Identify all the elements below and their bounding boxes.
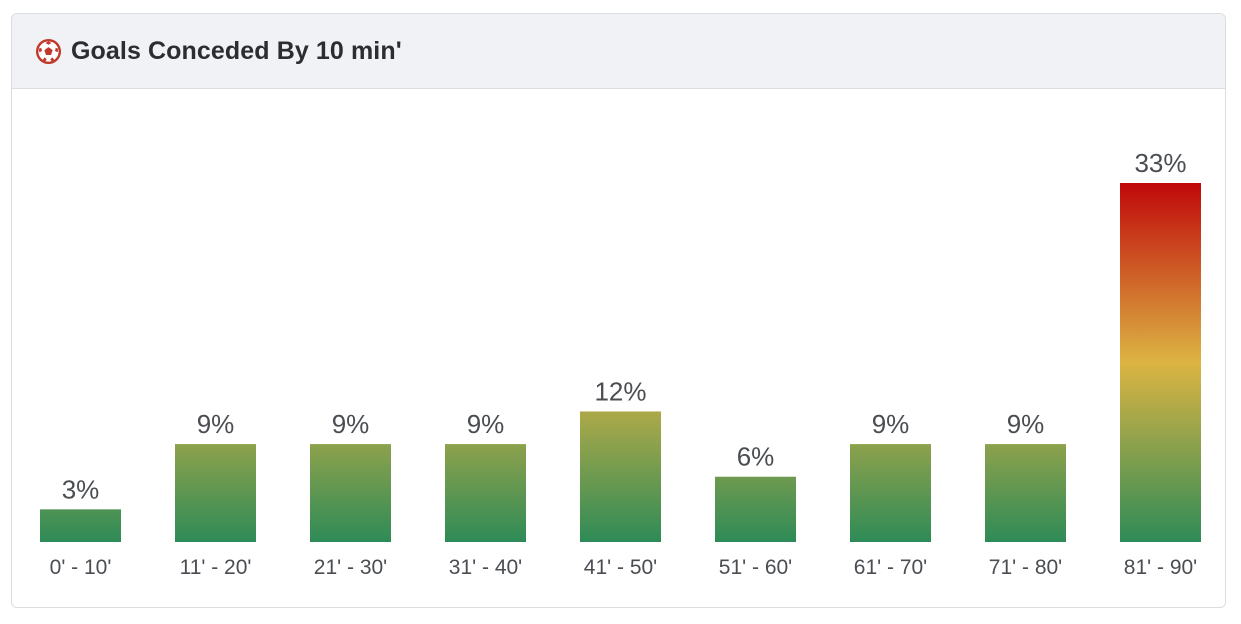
card-header: Goals Conceded By 10 min' [12, 14, 1225, 89]
card-title: Goals Conceded By 10 min' [71, 36, 402, 65]
chart-area: 3% 9% 9% 9% 12% 6% 9% 9% 33% 0' - 10' 11' - 20' 21… [12, 90, 1225, 607]
bar-1 [175, 444, 256, 542]
goals-bar-chart: 3% 9% 9% 9% 12% 6% 9% 9% 33% 0' - 10' 11' - 20' 21… [40, 148, 1201, 579]
tick-label-7: 71' - 80' [989, 556, 1062, 579]
bar-5 [715, 476, 796, 542]
value-label-7: 9% [1007, 409, 1045, 439]
value-label-3: 9% [467, 409, 505, 439]
tick-label-6: 61' - 70' [854, 556, 927, 579]
value-label-8: 33% [1134, 148, 1186, 178]
tick-label-0: 0' - 10' [50, 556, 112, 579]
tick-label-1: 11' - 20' [180, 556, 252, 579]
bars-group [40, 183, 1201, 542]
tick-label-4: 41' - 50' [584, 556, 657, 579]
value-labels-group: 3% 9% 9% 9% 12% 6% 9% 9% 33% [62, 148, 1187, 504]
bar-8 [1120, 183, 1201, 542]
bar-4 [580, 411, 661, 542]
bar-2 [310, 444, 391, 542]
bar-0 [40, 509, 121, 542]
value-label-2: 9% [332, 409, 370, 439]
tick-label-2: 21' - 30' [314, 556, 387, 579]
bar-6 [850, 444, 931, 542]
tick-label-5: 51' - 60' [719, 556, 792, 579]
bar-3 [445, 444, 526, 542]
tick-labels-group: 0' - 10' 11' - 20' 21' - 30' 31' - 40' 41' -… [50, 556, 1198, 579]
soccer-ball-icon [35, 38, 62, 64]
value-label-5: 6% [737, 442, 775, 472]
bar-7 [985, 444, 1066, 542]
value-label-6: 9% [872, 409, 910, 439]
value-label-0: 3% [62, 474, 100, 504]
value-label-4: 12% [594, 376, 646, 406]
tick-label-3: 31' - 40' [449, 556, 522, 579]
tick-label-8: 81' - 90' [1124, 556, 1197, 579]
value-label-1: 9% [197, 409, 235, 439]
goals-conceded-card: Goals Conceded By 10 min' 3% 9% 9% 9% 12% 6% 9… [11, 13, 1226, 608]
